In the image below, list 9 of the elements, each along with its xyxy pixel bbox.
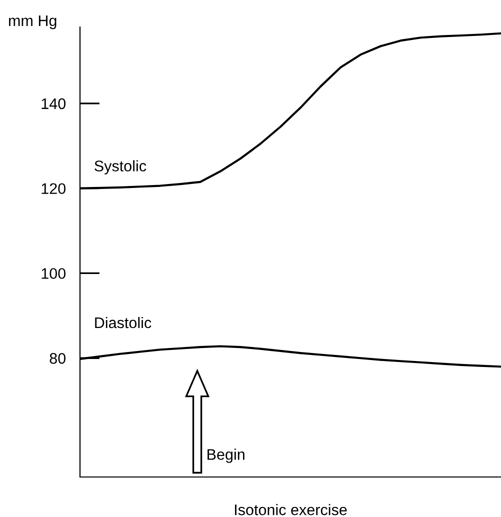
y-tick-label: 120 xyxy=(42,183,66,194)
x-axis-title: Isotonic exercise xyxy=(235,504,347,516)
y-tick-label: 100 xyxy=(42,268,66,279)
y-tick-label: 80 xyxy=(50,353,66,364)
y-axis-title: mm Hg xyxy=(9,15,56,30)
y-tick-label: 140 xyxy=(42,98,66,110)
series-label: Systolic xyxy=(94,160,146,174)
series-label: Diastolic xyxy=(95,316,152,328)
annotation: Begin xyxy=(208,448,244,463)
